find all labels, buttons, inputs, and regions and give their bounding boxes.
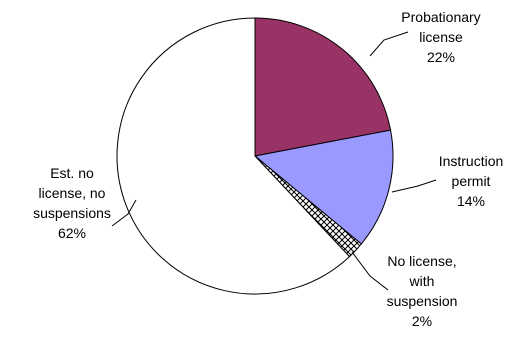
slice-label-line: suspension	[387, 293, 458, 309]
slice-label-line: license	[419, 29, 463, 45]
pie-slice	[254, 17, 392, 157]
slice-label-line: 14%	[457, 193, 485, 209]
slice-label-line: suspensions	[33, 205, 111, 221]
slice-label-line: Probationary	[401, 9, 480, 25]
slice-label-line: 22%	[427, 49, 455, 65]
leader-line	[111, 199, 137, 227]
leader-line	[369, 31, 409, 57]
leader-line	[351, 251, 389, 291]
slice-label: No license, with suspension 2%	[387, 253, 458, 329]
pie-slice	[253, 129, 394, 245]
slice-label-line: Est. no	[50, 165, 94, 181]
slice-label-line: with	[409, 273, 435, 289]
slice-label-line: No license,	[387, 253, 456, 269]
slice-label-line: 62%	[58, 225, 86, 241]
pie-slice	[116, 17, 351, 295]
slice-label-line: Instruction	[439, 153, 504, 169]
slice-label-line: license, no	[39, 185, 106, 201]
leader-line	[391, 179, 437, 193]
slice-label: Probationary license 22%	[401, 9, 480, 65]
slice-label-line: permit	[452, 173, 491, 189]
slice-label: Instruction permit 14%	[439, 153, 504, 209]
slice-label: Est. no license, no suspensions 62%	[33, 165, 111, 241]
slice-label-line: 2%	[412, 313, 432, 329]
